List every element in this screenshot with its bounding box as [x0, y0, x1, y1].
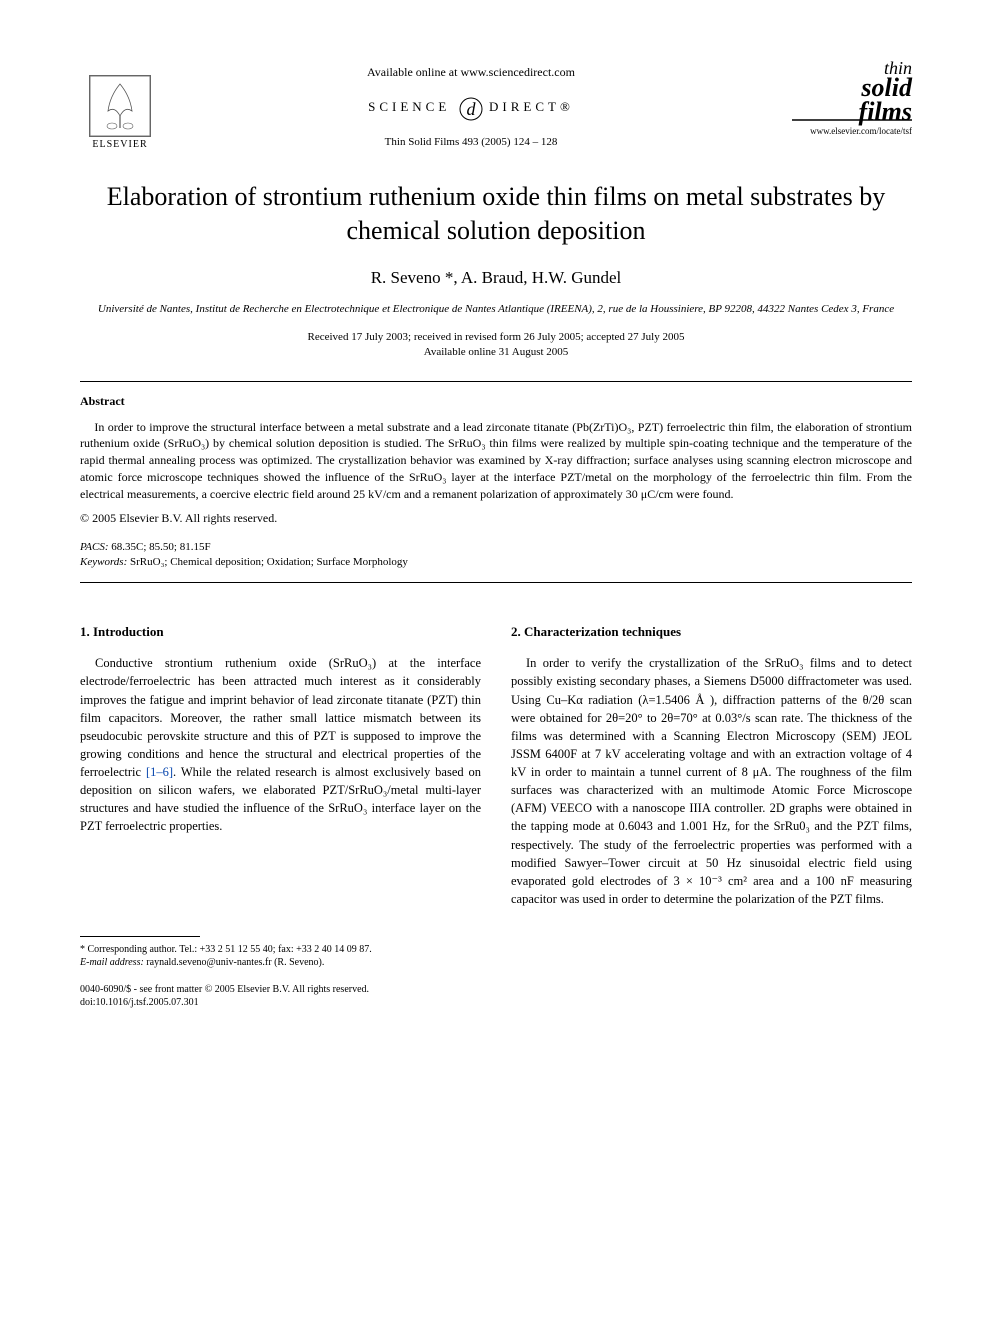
sd-d-icon: d [458, 94, 490, 119]
section-2-heading: 2. Characterization techniques [511, 623, 912, 642]
footer-line1: 0040-6090/$ - see front matter © 2005 El… [80, 983, 481, 996]
elsevier-label: ELSEVIER [92, 139, 147, 150]
divider [80, 582, 912, 583]
header-center: Available online at www.sciencedirect.co… [160, 60, 782, 148]
available-online-text: Available online at www.sciencedirect.co… [160, 65, 782, 80]
tsf-underline-icon [792, 118, 912, 122]
abstract-text: In order to improve the structural inter… [80, 419, 912, 503]
footnote-corr: * Corresponding author. Tel.: +33 2 51 1… [80, 943, 481, 956]
citation-link[interactable]: [1–6] [146, 765, 173, 779]
dates-line1: Received 17 July 2003; received in revis… [80, 330, 912, 345]
elsevier-logo: ELSEVIER [80, 60, 160, 150]
intro-paragraph: Conductive strontium ruthenium oxide (Sr… [80, 654, 481, 835]
keywords-line: Keywords: SrRuO₃; Chemical deposition; O… [80, 555, 912, 570]
sd-word2: DIRECT® [489, 99, 574, 114]
header-row: ELSEVIER Available online at www.science… [80, 60, 912, 150]
footer-doi: doi:10.1016/j.tsf.2005.07.301 [80, 996, 481, 1009]
sd-word1: SCIENCE [368, 99, 450, 114]
pacs-label: PACS: [80, 541, 109, 553]
email-value: raynald.seveno@univ-nantes.fr (R. Seveno… [144, 957, 325, 968]
page-container: ELSEVIER Available online at www.science… [0, 0, 992, 1049]
right-column: 2. Characterization techniques In order … [511, 623, 912, 1008]
footnote-email-line: E-mail address: raynald.seveno@univ-nant… [80, 956, 481, 969]
footer-copyright: 0040-6090/$ - see front matter © 2005 El… [80, 983, 481, 1009]
section-1-heading: 1. Introduction [80, 623, 481, 642]
characterization-paragraph: In order to verify the crystallization o… [511, 654, 912, 908]
dates-line2: Available online 31 August 2005 [80, 345, 912, 360]
journal-reference: Thin Solid Films 493 (2005) 124 – 128 [160, 136, 782, 148]
thin-solid-films-logo: thin solid films [792, 60, 912, 120]
article-title: Elaboration of strontium ruthenium oxide… [80, 180, 912, 248]
keywords-value: SrRuO₃; Chemical deposition; Oxidation; … [127, 556, 408, 568]
authors: R. Seveno *, A. Braud, H.W. Gundel [80, 268, 912, 288]
corresponding-author-footnote: * Corresponding author. Tel.: +33 2 51 1… [80, 943, 481, 969]
abstract-label: Abstract [80, 394, 912, 409]
svg-text:d: d [466, 99, 476, 119]
keywords-label: Keywords: [80, 556, 127, 568]
locate-url: www.elsevier.com/locate/tsf [782, 126, 912, 136]
header-right: thin solid films www.elsevier.com/locate… [782, 60, 912, 136]
elsevier-tree-icon [89, 75, 151, 137]
intro-text-a: Conductive strontium ruthenium oxide (Sr… [80, 656, 481, 779]
affiliation: Université de Nantes, Institut de Recher… [80, 302, 912, 316]
article-dates: Received 17 July 2003; received in revis… [80, 330, 912, 361]
pacs-line: PACS: 68.35C; 85.50; 81.15F [80, 540, 912, 555]
divider [80, 381, 912, 382]
science-direct-logo: SCIENCE d DIRECT® [160, 94, 782, 122]
abstract-copyright: © 2005 Elsevier B.V. All rights reserved… [80, 511, 912, 526]
footnote-separator [80, 936, 200, 937]
pacs-value: 68.35C; 85.50; 81.15F [109, 541, 211, 553]
email-label: E-mail address: [80, 957, 144, 968]
left-column: 1. Introduction Conductive strontium rut… [80, 623, 481, 1008]
two-column-body: 1. Introduction Conductive strontium rut… [80, 623, 912, 1008]
